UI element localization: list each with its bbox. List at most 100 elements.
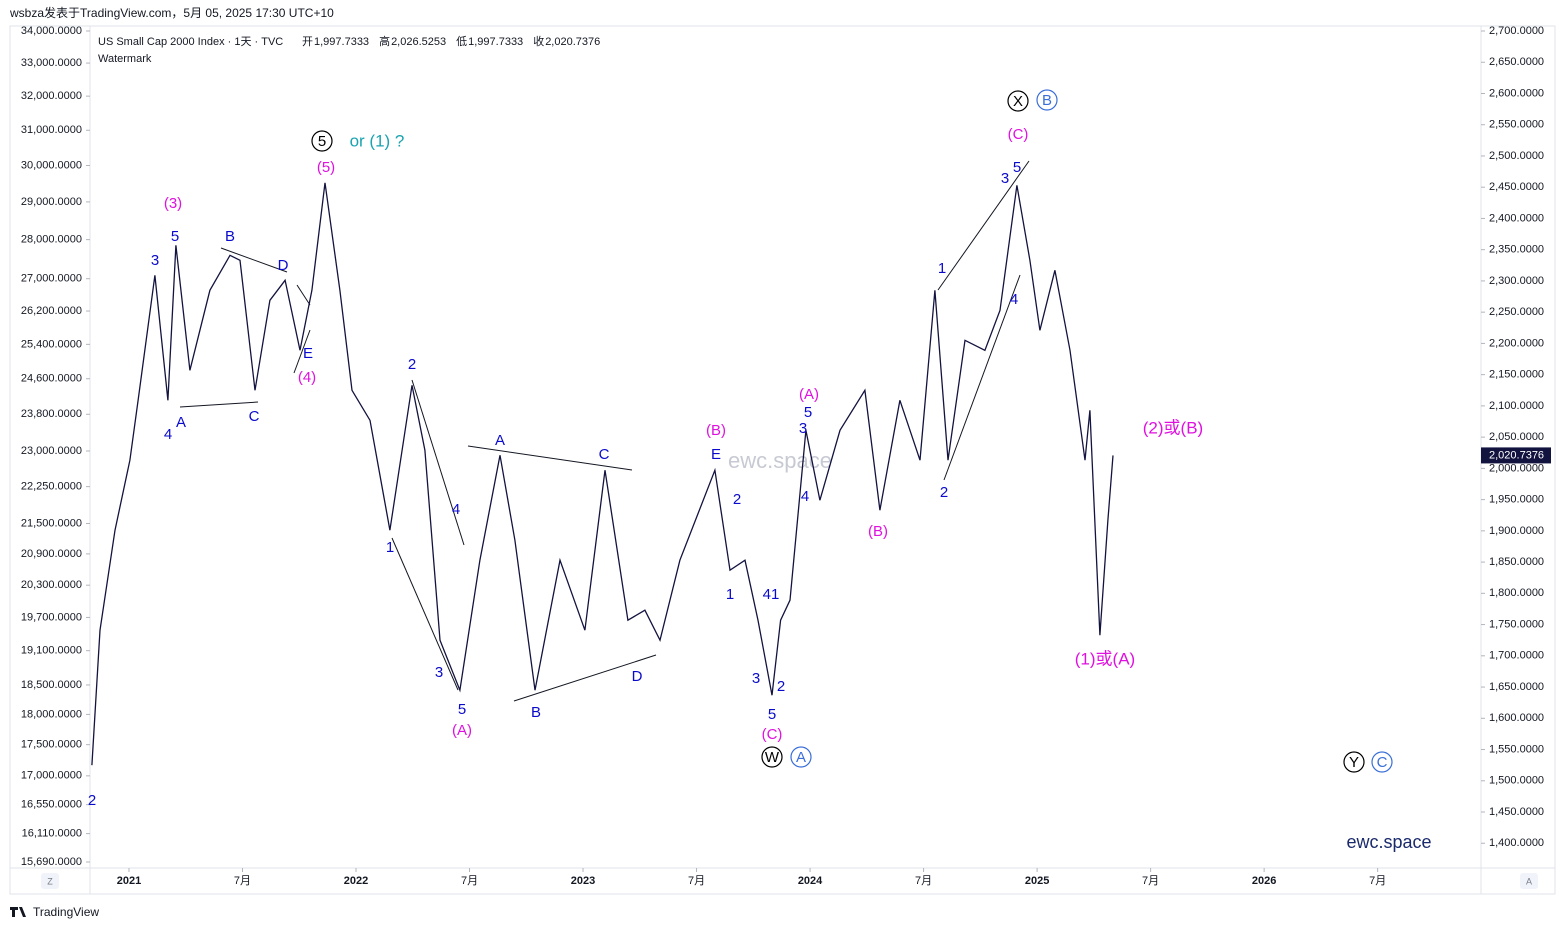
y-tick-label: 1,950.0000 bbox=[1489, 494, 1544, 506]
y2-tick-label: 23,800.0000 bbox=[21, 408, 82, 420]
wave-label: 5 bbox=[458, 701, 466, 718]
ohlc-label: 开 bbox=[302, 36, 313, 48]
frame bbox=[9, 25, 1556, 895]
trendline bbox=[179, 401, 259, 408]
wave-label: (2)或(B) bbox=[1143, 418, 1203, 437]
wave-circle bbox=[311, 130, 333, 152]
y-tick-label: 2,700.0000 bbox=[1489, 25, 1544, 37]
x-tick-label: 7月 bbox=[461, 875, 478, 887]
ohlc-label: 低 bbox=[456, 35, 467, 48]
wave-label: 2 bbox=[940, 484, 948, 501]
wave-label: (C) bbox=[762, 726, 783, 743]
trendline bbox=[937, 160, 1030, 291]
wave-label: C bbox=[249, 408, 260, 425]
source: wsbza发表于TradingView.com，5月 05, 2025 17:3… bbox=[9, 5, 334, 20]
last-price-label: 2,020.7376 bbox=[1489, 449, 1544, 461]
wave-label: 3 bbox=[435, 664, 443, 681]
y2-tick-label: 19,100.0000 bbox=[21, 645, 82, 657]
y2-tick-label: 28,000.0000 bbox=[21, 234, 82, 246]
y-tick-label: 2,250.0000 bbox=[1489, 306, 1544, 318]
y-tick-label: 2,550.0000 bbox=[1489, 119, 1544, 131]
wave-label: 4 bbox=[452, 501, 460, 518]
ohlc-value: 2,026.5253 bbox=[391, 36, 446, 48]
wave-label: 5 bbox=[768, 706, 776, 723]
wave-circle bbox=[761, 746, 783, 768]
trendline bbox=[943, 274, 1021, 481]
y-tick-label: 2,600.0000 bbox=[1489, 87, 1544, 99]
y-tick-label: 1,850.0000 bbox=[1489, 556, 1544, 568]
tv-logo-icon bbox=[10, 907, 26, 917]
y2-tick-label: 18,000.0000 bbox=[21, 708, 82, 720]
price-line bbox=[91, 182, 1114, 766]
wave-label: W bbox=[765, 749, 780, 766]
y-tick-label: 1,800.0000 bbox=[1489, 587, 1544, 599]
y-tick-label: 1,700.0000 bbox=[1489, 650, 1544, 662]
x-tick-label: 2024 bbox=[798, 875, 823, 887]
wave-label: 1 bbox=[726, 586, 734, 603]
ohlc-label: 收 bbox=[533, 34, 544, 48]
wave-circle bbox=[790, 746, 812, 768]
trendline bbox=[296, 284, 311, 306]
x-tick-label: 7月 bbox=[688, 875, 705, 887]
wave-label: (C) bbox=[1008, 126, 1029, 143]
wave-label: A bbox=[495, 432, 505, 449]
tv-logo: TradingView bbox=[33, 905, 99, 919]
auto-scale-label[interactable]: A bbox=[1526, 876, 1532, 886]
y2-tick-label: 19,700.0000 bbox=[21, 611, 82, 623]
wave-label: B bbox=[1042, 92, 1052, 109]
wave-label: 2 bbox=[408, 356, 416, 373]
x-tick-label: 7月 bbox=[1369, 875, 1386, 887]
y2-tick-label: 17,000.0000 bbox=[21, 770, 82, 782]
y2-tick-label: 21,500.0000 bbox=[21, 517, 82, 529]
y2-tick-label: 23,000.0000 bbox=[21, 445, 82, 457]
y2-tick-label: 24,600.0000 bbox=[21, 373, 82, 385]
wave-label: 4 bbox=[801, 488, 809, 505]
y2-tick-label: 31,000.0000 bbox=[21, 124, 82, 136]
wave-label: 3 bbox=[752, 670, 760, 687]
wave-label: (B) bbox=[868, 523, 888, 540]
x-tick-label: 2021 bbox=[117, 875, 141, 887]
wave-label: D bbox=[632, 668, 643, 685]
y-tick-label: 2,050.0000 bbox=[1489, 431, 1544, 443]
trendline bbox=[293, 329, 311, 374]
zoom-button[interactable] bbox=[41, 873, 59, 889]
y-tick-label: 1,550.0000 bbox=[1489, 743, 1544, 755]
y2-tick-label: 22,250.0000 bbox=[21, 481, 82, 493]
y-tick-label: 1,450.0000 bbox=[1489, 806, 1544, 818]
x-tick-label: 2026 bbox=[1252, 875, 1276, 887]
y-tick-label: 2,150.0000 bbox=[1489, 369, 1544, 381]
y2-tick-label: 30,000.0000 bbox=[21, 159, 82, 171]
y-tick-label: 2,350.0000 bbox=[1489, 244, 1544, 256]
symbol: US Small Cap 2000 Index · 1天 · TVC bbox=[98, 36, 283, 48]
ohlc-label: 高 bbox=[379, 34, 390, 48]
ohlc-value: 2,020.7376 bbox=[545, 36, 600, 48]
y2-tick-label: 15,690.0000 bbox=[21, 856, 82, 868]
y2-tick-label: 16,550.0000 bbox=[21, 799, 82, 811]
ohlc-value: 1,997.7333 bbox=[314, 36, 369, 48]
y-tick-label: 2,200.0000 bbox=[1489, 337, 1544, 349]
y2-tick-label: 16,110.0000 bbox=[22, 828, 82, 840]
wave-label: 4 bbox=[1010, 291, 1018, 308]
wave-label: 2 bbox=[733, 491, 741, 508]
x-tick-label: 2023 bbox=[571, 875, 595, 887]
wave-circle bbox=[1007, 90, 1029, 112]
wave-label: Y bbox=[1349, 754, 1359, 771]
trendline bbox=[513, 654, 657, 702]
wave-label: E bbox=[711, 446, 721, 463]
wave-label: B bbox=[531, 704, 541, 721]
auto-scale-button[interactable] bbox=[1520, 873, 1538, 889]
wave-label: 3 bbox=[799, 420, 807, 437]
y2-tick-label: 25,400.0000 bbox=[21, 338, 82, 350]
wave-label: 5 bbox=[804, 404, 812, 421]
wave-label: 2 bbox=[88, 792, 96, 809]
zoom-label[interactable]: Z bbox=[47, 876, 53, 886]
y2-tick-label: 20,300.0000 bbox=[21, 579, 82, 591]
last-price-box bbox=[1481, 447, 1551, 464]
y-tick-label: 2,450.0000 bbox=[1489, 181, 1544, 193]
wave-label: (4) bbox=[298, 369, 316, 386]
wave-label: 1 bbox=[938, 260, 946, 277]
wave-label: D bbox=[278, 257, 289, 274]
y2-tick-label: 27,000.0000 bbox=[21, 273, 82, 285]
